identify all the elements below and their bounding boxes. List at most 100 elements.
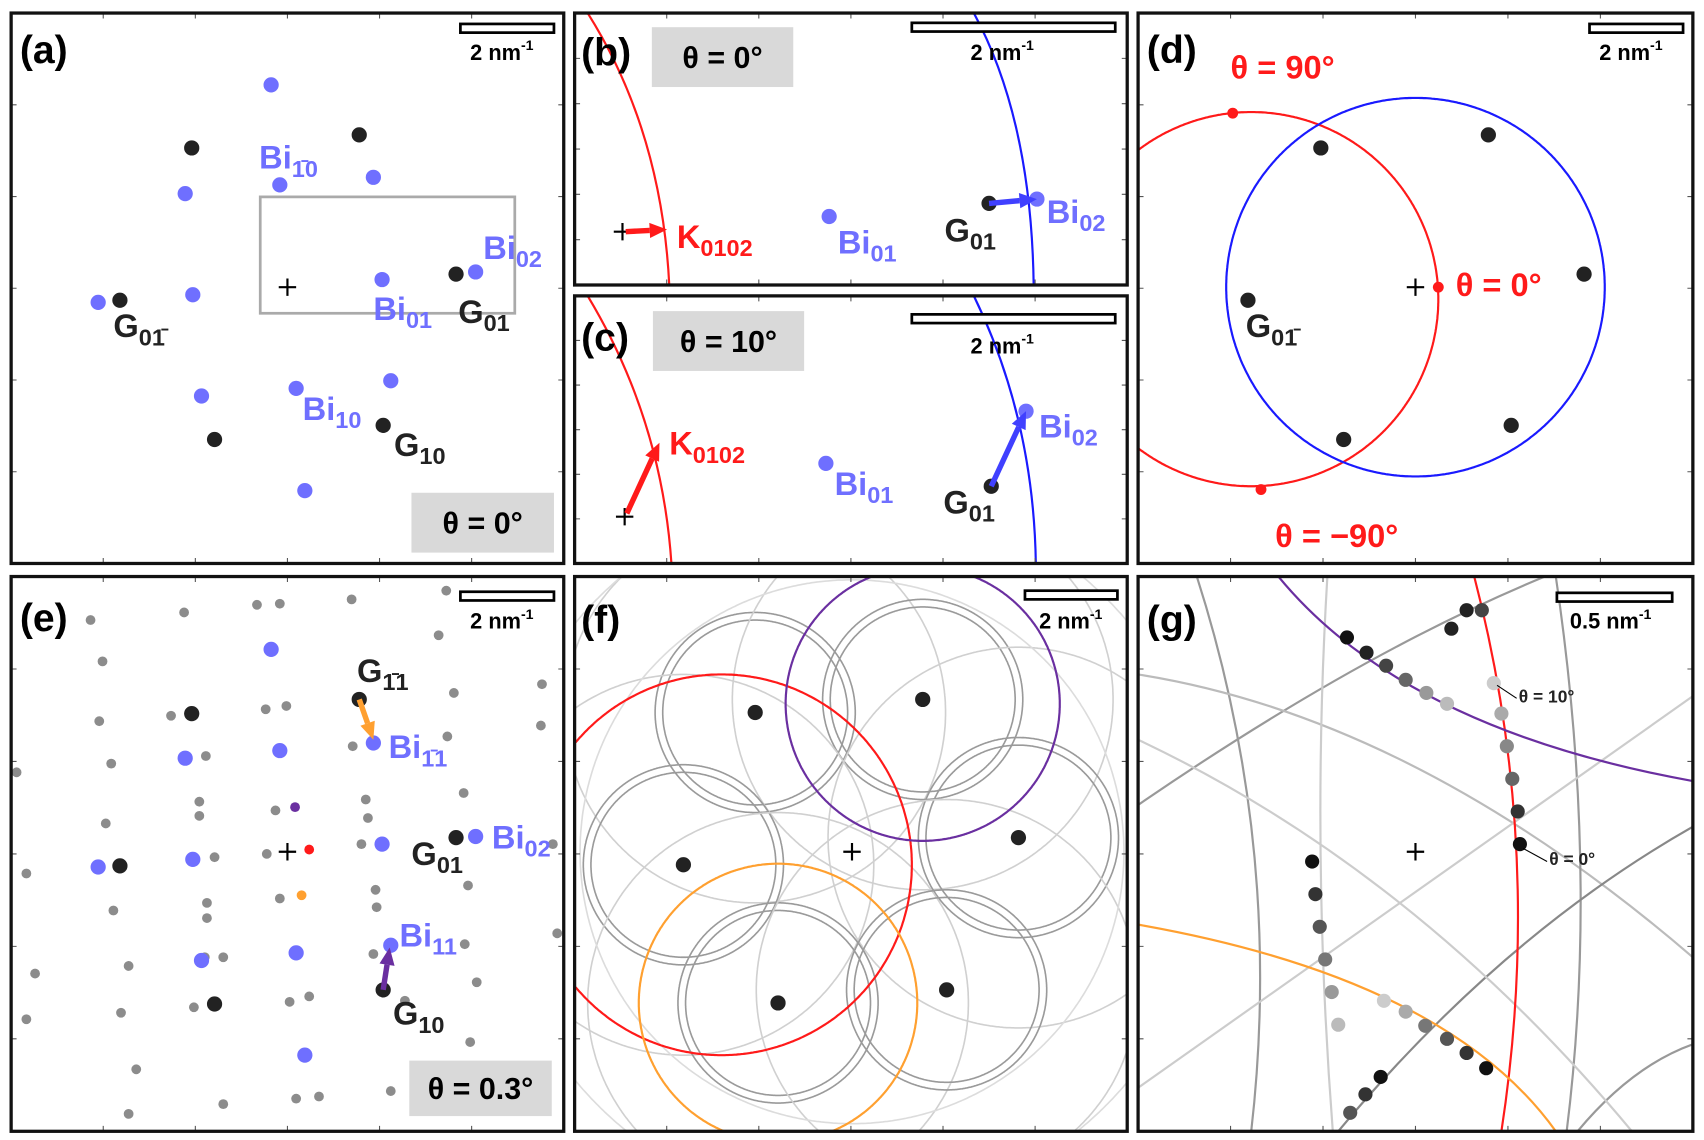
ring-light [586,811,970,1131]
satellite-spot [85,615,96,625]
satellite-spot [291,1093,302,1104]
origin-cross-icon [615,507,634,526]
label-subscript: 01 [970,229,996,255]
satellite-spot [270,805,281,816]
tick [574,13,1128,285]
label-subscript: 10 [419,443,445,469]
red-spot [304,844,315,855]
ring-outer [677,902,879,1104]
intersection-spot [1479,1061,1494,1076]
spot-label: θ = 0° [1549,849,1595,869]
bi-spot [272,742,288,759]
scale-bar-label: 2 nm-1 [1039,606,1102,634]
scale-bar-label: 2 nm-1 [971,37,1034,65]
intersection-spot [1305,854,1320,869]
label-subscript: 01̄ [139,324,169,350]
intersection-spot [1398,672,1413,687]
panel-d-content: θ = 90° θ = 0° θ = −90° G01̄ [1138,48,1606,554]
ring-outer [845,888,1048,1091]
bi-spot [288,945,304,961]
satellite-spot [363,813,373,823]
tick [1138,13,1693,564]
purple-arrow [380,964,390,991]
spot-label: Bi01 [838,223,897,266]
intersection-spot [1505,771,1520,786]
panel-c-frame [572,294,1129,566]
bi-spot [374,271,390,288]
satellite-spot [304,991,315,1002]
satellite-spot [106,758,117,769]
label-main: θ = −90° [1275,517,1398,554]
intersection-spot [1499,739,1514,754]
label-subscript: 1̄1 [382,669,408,695]
tick [574,576,1128,1132]
label-main: Bi [1047,193,1080,230]
intersection-spot [1312,919,1327,934]
satellite-spot [371,902,382,913]
satellite-spot [281,701,292,711]
ewald-arc-gray [1195,576,1262,1132]
label-subscript: 1̄0 [292,156,318,182]
label-main: Bi [303,390,336,427]
ewald-circle-blue [972,13,1035,285]
scale-unit-exponent: -1 [1639,606,1652,622]
spot-label: G10 [394,426,446,469]
label-main: G [394,426,419,463]
scale-bar [910,21,1117,33]
graphene-spot [206,431,223,448]
theta-box [652,311,805,371]
ring-inner [853,896,1040,1084]
graphene-spot [1336,431,1352,448]
satellite-spot [21,868,32,879]
satellite-spot [274,598,285,609]
tick [11,13,564,564]
scale-bar-label: 2 nm-1 [470,37,533,65]
tick [11,576,564,1132]
label-subscript: 01 [867,482,893,508]
intersection-spot [1308,887,1323,902]
graphene-spot [1010,829,1027,846]
bi-spot [297,1047,313,1063]
k-vector-arrow-head [649,222,668,239]
bi-spot [90,859,106,875]
ring-outer [582,763,785,966]
satellite-spot [274,893,285,904]
scale-unit-exponent: -1 [1021,331,1034,347]
ring-inner [590,771,777,959]
label-main: G [458,293,483,330]
satellite-spot [94,716,105,727]
ring-inner [925,744,1112,931]
satellite-spot [368,949,379,959]
satellite-spot [218,1099,229,1109]
tick [574,295,1128,564]
intersection-spot [1398,1004,1413,1019]
satellite-spot [108,905,119,916]
label-main: Bi [492,818,525,855]
label-subscript: 01 [484,310,510,336]
tick [11,13,564,564]
satellite-spot [188,1002,199,1013]
panel-d-frame [1136,11,1695,566]
tick [11,576,564,1132]
orange-spot [296,890,307,901]
satellite-spot [471,977,482,988]
satellite-spot [537,679,547,690]
satellite-spot [202,913,212,923]
scale-bar [910,313,1117,325]
spot-label: Bi11 [399,916,456,959]
ring-light [574,576,947,904]
intersection-spot [1358,1087,1373,1102]
theta-value: θ = 0° [682,41,762,75]
leader-line [1496,684,1517,699]
theta-box [409,1060,552,1117]
intersection-spot [1439,1031,1455,1046]
label-subscript: 10 [418,1012,444,1038]
intersection-spot [1512,837,1527,852]
orange-arc [1138,923,1557,1132]
origin-cross-icon [1406,278,1425,296]
scale-value: 2 nm [971,40,1022,65]
label-main: Bi [483,229,516,266]
intersection-spot [1359,645,1374,660]
spot-label: K0102 [677,218,753,261]
label-main: G [113,307,138,344]
